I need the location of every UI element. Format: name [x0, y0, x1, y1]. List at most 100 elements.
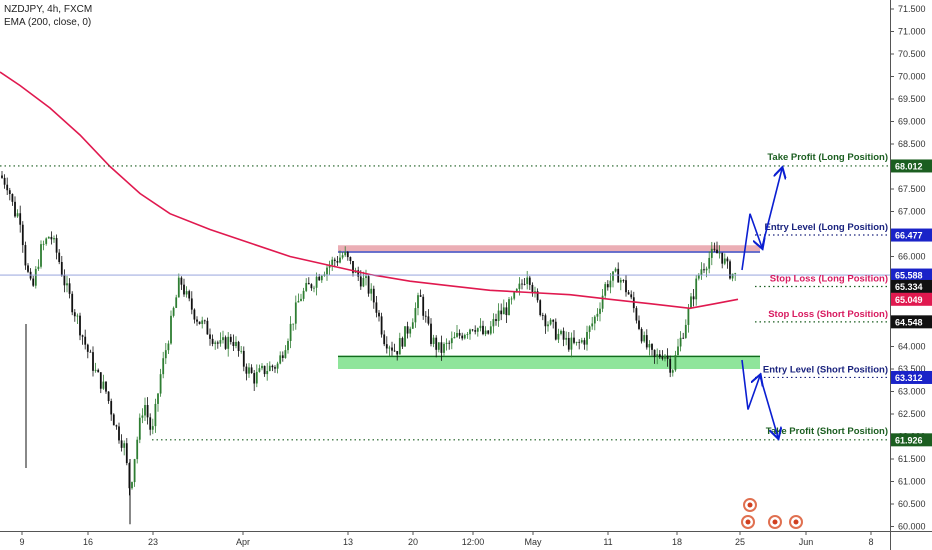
long-pullback-arrow	[741, 213, 762, 271]
candle-body	[492, 319, 495, 327]
price-tag-label: 66.477	[895, 231, 923, 241]
candle-body	[422, 296, 425, 316]
candle-body	[396, 351, 399, 355]
candle-body	[89, 351, 92, 353]
candle-body	[326, 267, 328, 275]
candle-body	[107, 391, 110, 402]
candle-body	[463, 334, 466, 339]
candle-body	[638, 320, 640, 329]
candle-body	[479, 325, 482, 329]
x-tick-label: 13	[343, 537, 353, 547]
candle-body	[495, 319, 497, 322]
candle-body	[645, 335, 648, 348]
candle-body	[731, 273, 734, 279]
candle-body	[487, 330, 490, 334]
candle-body	[658, 354, 661, 358]
candle-body	[430, 323, 432, 344]
price-tag	[891, 228, 932, 242]
candle-body	[203, 320, 206, 322]
candle-body	[21, 224, 24, 246]
candle-body	[73, 312, 76, 317]
y-tick-label: 71.000	[898, 27, 926, 37]
candle-body	[648, 344, 651, 348]
candle-body	[190, 298, 193, 310]
candle-body	[84, 336, 87, 345]
candle-body	[513, 291, 516, 299]
candle-body	[362, 277, 365, 287]
candle-body	[448, 342, 451, 344]
candle-body	[570, 337, 573, 350]
candle-body	[713, 248, 716, 250]
event-marker-dot	[745, 519, 751, 525]
y-tick-label: 68.500	[898, 139, 926, 149]
candle-body	[515, 289, 518, 292]
event-marker-dot	[793, 519, 799, 525]
level-annotation: Stop Loss (Short Position)	[768, 309, 888, 320]
candle-body	[287, 340, 289, 351]
candle-body	[263, 365, 266, 375]
candle-body	[24, 245, 27, 266]
candle-body	[404, 326, 406, 347]
candle-body	[222, 337, 224, 341]
short-target-arrow	[759, 375, 778, 438]
price-tag	[891, 433, 932, 447]
candle-body	[547, 324, 549, 327]
candle-body	[471, 329, 474, 331]
candle-body	[586, 331, 588, 345]
candle-body	[58, 252, 61, 263]
candle-body	[427, 316, 430, 324]
candle-body	[76, 315, 79, 317]
candle-body	[656, 354, 659, 357]
y-tick-label: 63.500	[898, 364, 926, 374]
candle-body	[484, 330, 487, 335]
candle-body	[450, 338, 453, 344]
candle-body	[375, 302, 378, 313]
candle-body	[209, 334, 211, 339]
candle-body	[66, 283, 68, 286]
candle-body	[443, 343, 445, 353]
resistance-zone	[338, 245, 760, 252]
x-tick-label: 12:00	[462, 537, 485, 547]
candle-body	[718, 252, 721, 254]
candle-body	[578, 341, 581, 343]
candle-body	[50, 236, 53, 240]
candle-body	[695, 278, 698, 300]
candle-body	[612, 271, 614, 281]
candle-body	[32, 278, 35, 286]
candle-body	[180, 277, 183, 285]
candle-body	[63, 275, 66, 286]
candle-body	[716, 249, 718, 254]
candle-body	[697, 274, 700, 279]
candle-body	[154, 403, 157, 427]
candle-body	[167, 343, 170, 351]
candle-body	[372, 288, 375, 303]
long-target-arrow	[761, 169, 782, 248]
candle-body	[391, 347, 393, 351]
candle-body	[562, 330, 565, 340]
candle-body	[526, 277, 529, 285]
candle-body	[8, 190, 11, 195]
candle-body	[606, 284, 609, 288]
candle-body	[357, 270, 360, 277]
candle-body	[352, 261, 354, 273]
y-tick-label: 63.000	[898, 387, 926, 397]
candle-body	[115, 425, 118, 427]
candle-body	[336, 261, 339, 263]
candle-body	[549, 319, 552, 325]
candle-body	[583, 340, 586, 345]
price-tag-label: 61.926	[895, 435, 923, 445]
candle-body	[474, 330, 477, 332]
candle-body	[120, 440, 123, 448]
candle-body	[466, 334, 469, 335]
indicator-label: EMA (200, close, 0)	[4, 17, 92, 28]
plot-area	[0, 0, 890, 531]
candle-body	[188, 291, 191, 299]
symbol-title: NZDJPY, 4h, FXCM	[4, 4, 93, 15]
candle-body	[640, 328, 643, 342]
candle-body	[175, 297, 178, 308]
event-marker-dot	[772, 519, 778, 525]
candle-body	[40, 244, 42, 267]
price-tag-label: 68.012	[895, 161, 923, 171]
